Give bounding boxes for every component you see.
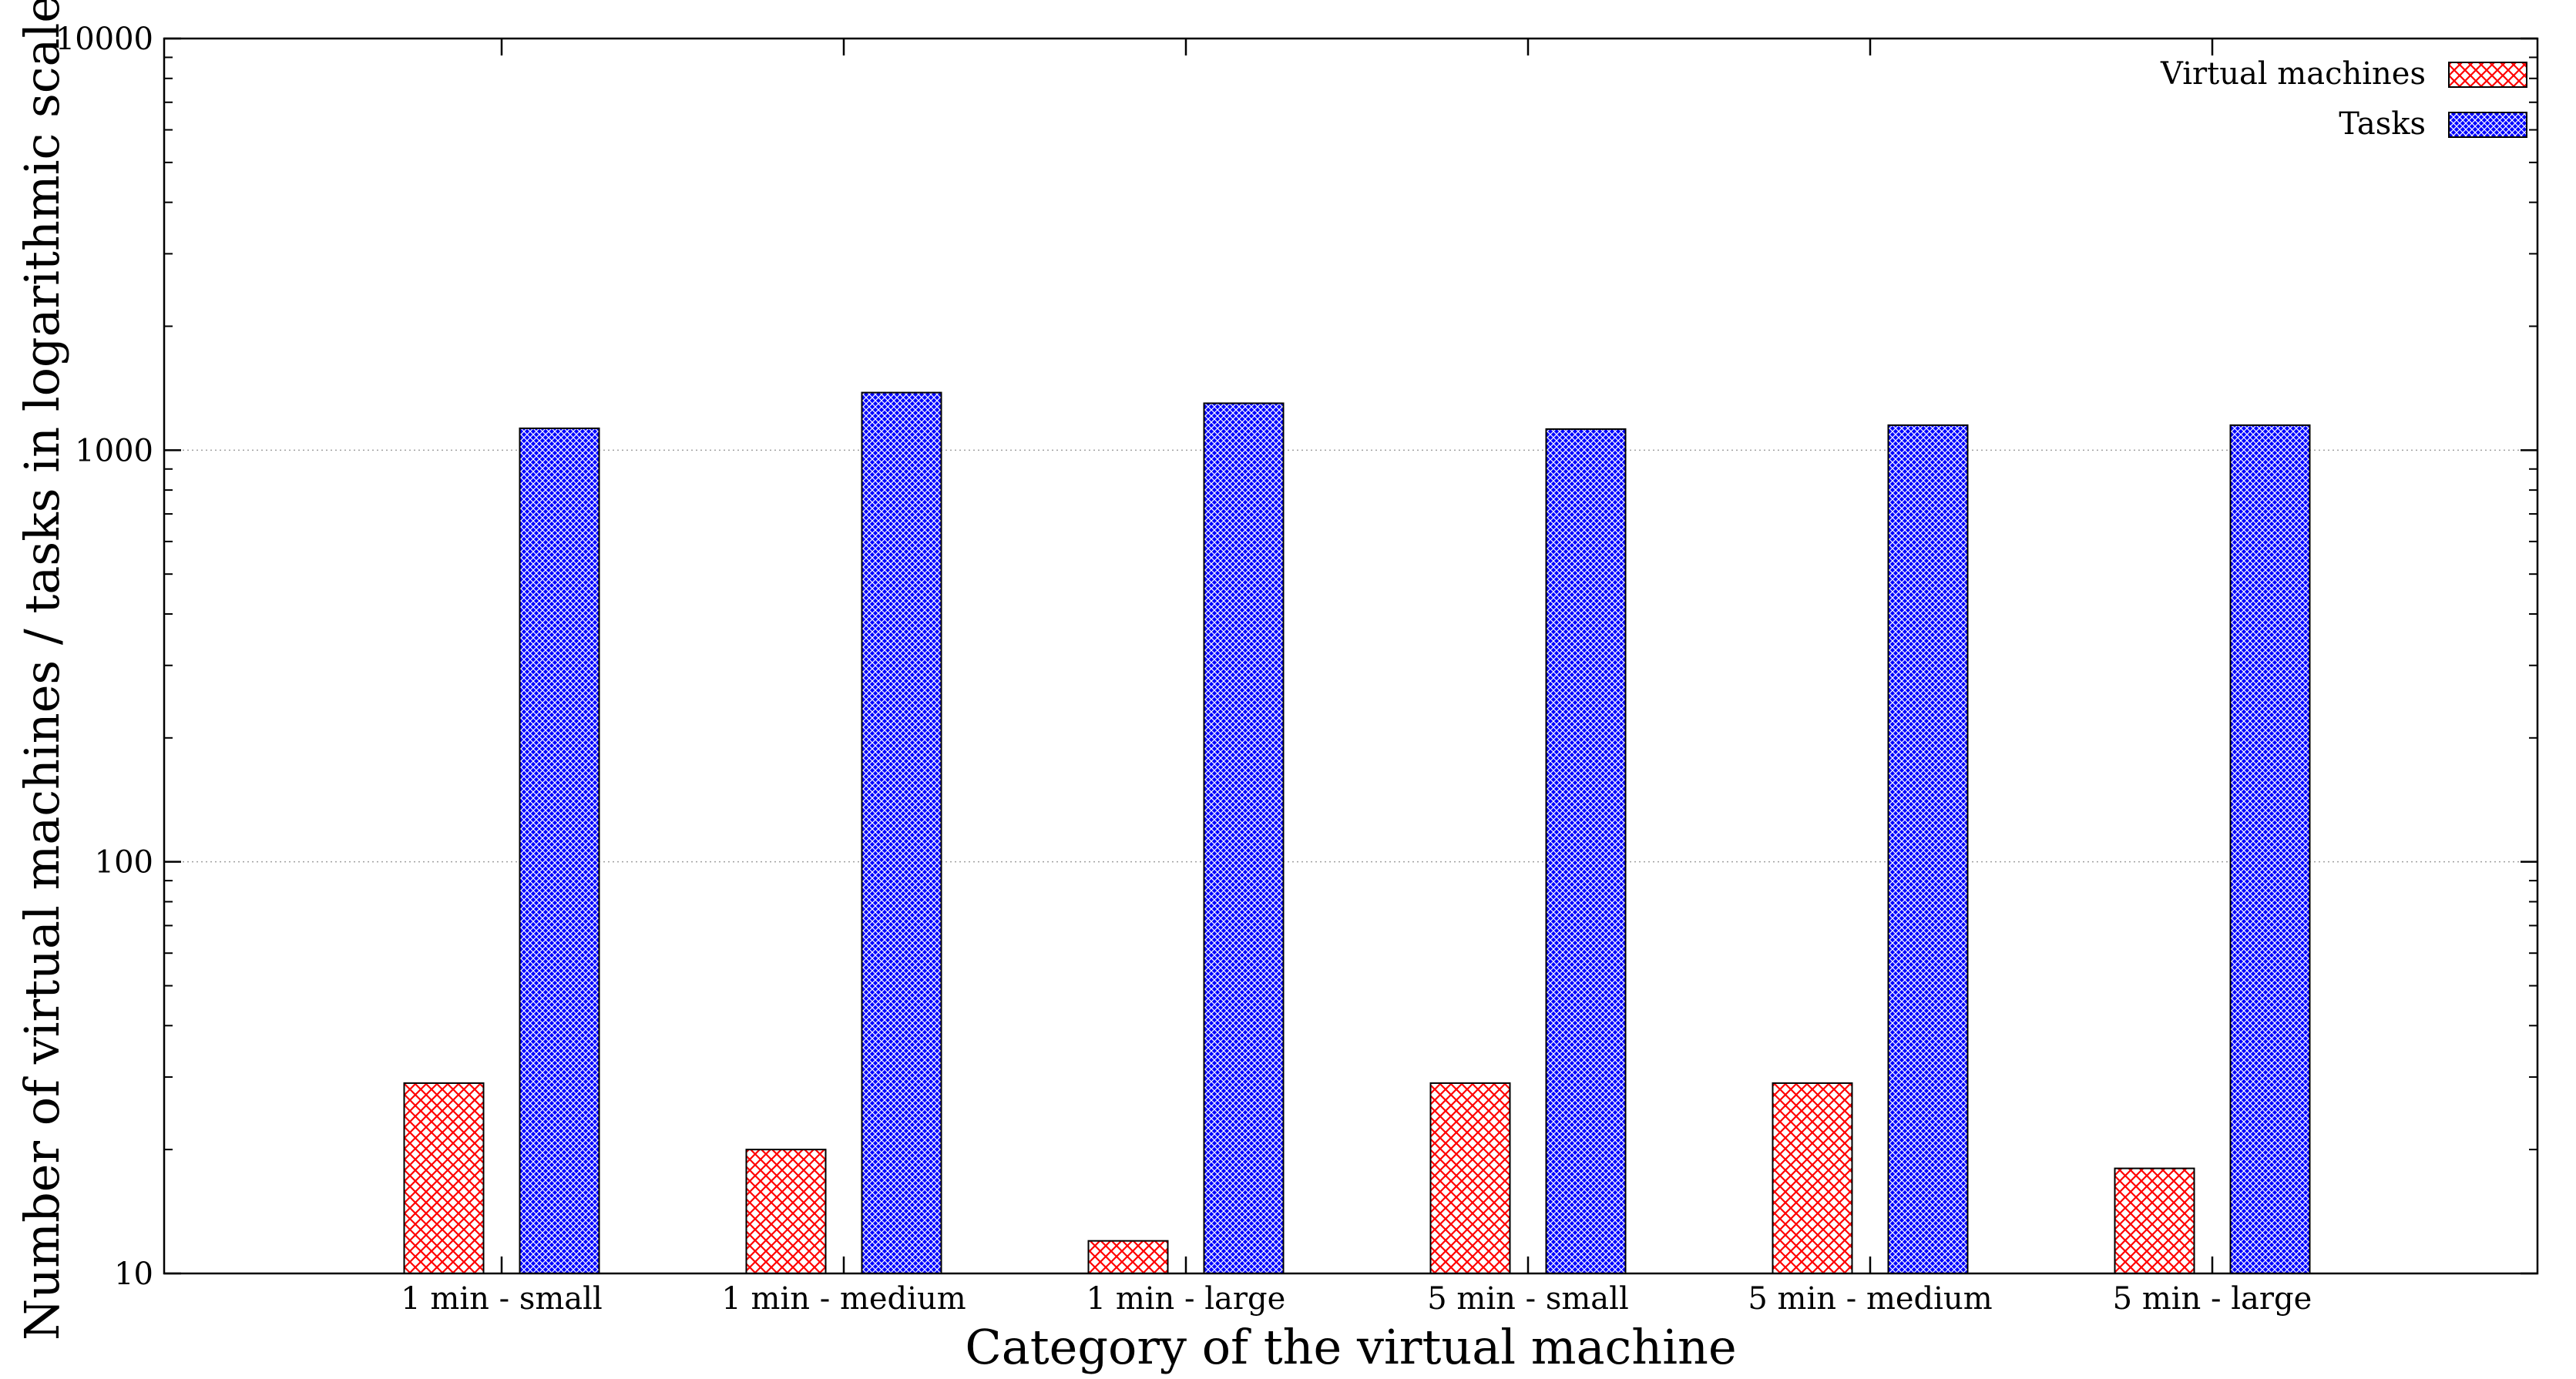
bar-tasks xyxy=(2229,424,2311,1274)
legend-swatch xyxy=(2448,62,2527,88)
x-tick-label: 1 min - medium xyxy=(721,1281,966,1317)
bar-virtual-machines xyxy=(1087,1240,1169,1274)
y-axis-title: Number of virtual machines / tasks in lo… xyxy=(14,0,70,1340)
y-tick-label: 1000 xyxy=(75,433,153,468)
x-tick-label: 5 min - small xyxy=(1427,1281,1628,1317)
x-axis-title: Category of the virtual machine xyxy=(965,1319,1736,1375)
y-tick-label: 100 xyxy=(95,845,153,881)
bar-virtual-machines xyxy=(1429,1082,1511,1274)
bars xyxy=(403,391,2311,1275)
bar-tasks xyxy=(1887,424,1969,1274)
y-tick-labels: 10 100 1000 10000 xyxy=(55,22,153,1292)
x-tick-labels: 1 min - small 1 min - medium 1 min - large… xyxy=(401,1281,2312,1317)
bar-tasks xyxy=(1203,402,1285,1274)
y-tick-label: 10000 xyxy=(55,22,153,57)
bar-tasks xyxy=(1545,428,1627,1274)
axis-ticks xyxy=(164,37,2537,1275)
y-tick-label: 10 xyxy=(114,1257,153,1292)
bar-tasks xyxy=(861,391,942,1274)
bar-tasks xyxy=(519,427,600,1274)
plot-frame xyxy=(163,37,2539,1275)
x-tick-label: 5 min - medium xyxy=(1748,1281,1992,1317)
legend-label: Tasks xyxy=(2339,106,2426,142)
legend: Virtual machines Tasks xyxy=(2160,56,2527,142)
x-tick-label: 1 min - small xyxy=(401,1281,602,1317)
legend-swatch xyxy=(2448,112,2527,138)
x-tick-label: 1 min - large xyxy=(1086,1281,1286,1317)
legend-label: Virtual machines xyxy=(2160,56,2426,92)
x-tick-label: 5 min - large xyxy=(2113,1281,2312,1317)
bar-virtual-machines xyxy=(403,1082,485,1274)
bar-virtual-machines xyxy=(2114,1167,2195,1274)
bar-virtual-machines xyxy=(1772,1082,1853,1274)
bar-virtual-machines xyxy=(745,1149,827,1275)
